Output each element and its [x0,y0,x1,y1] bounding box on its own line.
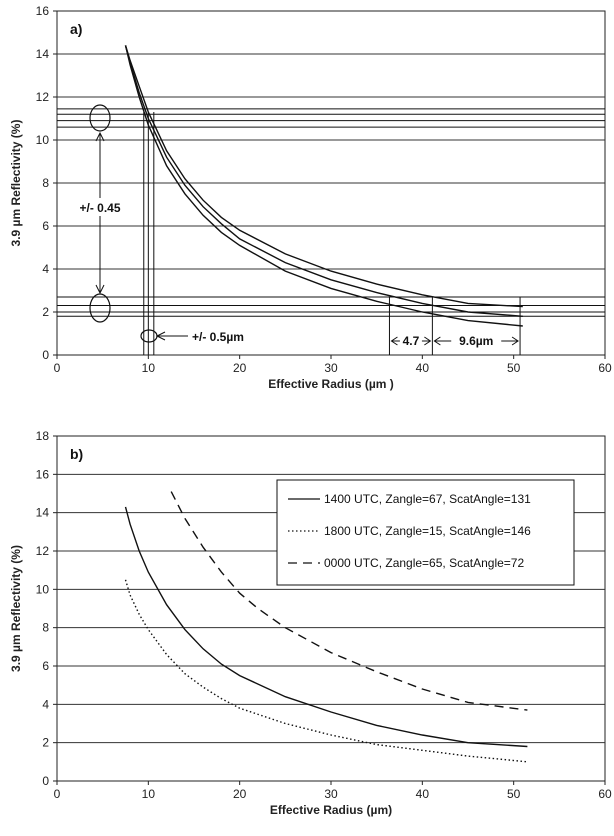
x-axis-title: Effective Radius (µm ) [268,377,394,391]
x-tick-label: 0 [54,787,61,801]
arrowhead-down [95,284,105,295]
legend-entry-3: 0000 UTC, Zangle=65, ScatAngle=72 [324,556,524,570]
x-tick-label: 20 [233,787,247,801]
y-tick-label: 6 [42,219,49,233]
annotation-label-bg [71,198,131,216]
x-tick-label: 50 [507,361,521,375]
annotation-label-bg [451,332,502,348]
series-line-3 [124,45,523,327]
y-tick-label: 4 [42,697,49,711]
arrowhead-left [433,336,441,346]
series-line-2 [124,45,523,308]
y-tick-label: 16 [36,4,50,18]
arrowhead-up [95,131,105,142]
x-axis-title: Effective Radius (µm) [270,803,392,817]
x-tick-label: 10 [142,361,156,375]
series-line-1 [124,45,523,317]
y-tick-label: 18 [36,429,50,443]
arrowhead-right [424,336,432,346]
x-tick-label: 10 [142,787,156,801]
x-tick-label: 20 [233,361,247,375]
y-tick-label: 0 [42,348,49,362]
y-tick-label: 4 [42,262,49,276]
panel-label: a) [70,21,82,37]
x-tick-label: 60 [598,361,612,375]
y-tick-label: 8 [42,621,49,635]
x-tick-label: 40 [416,787,430,801]
annotation-label-radius: +/- 0.5µm [192,330,244,344]
x-tick-label: 30 [324,361,338,375]
y-axis-title: 3.9 µm Reflectivity (%) [9,120,23,247]
y-tick-label: 10 [36,133,50,147]
annotation-label-reflectivity: +/- 0.45 [79,201,120,215]
series-line-3 [170,491,528,711]
y-tick-label: 6 [42,659,49,673]
y-tick-label: 10 [36,582,50,596]
legend-entry-1: 1400 UTC, Zangle=67, ScatAngle=131 [324,492,531,506]
series-line-2 [124,579,528,763]
y-tick-label: 14 [36,506,50,520]
arrowhead-right [511,336,519,346]
y-axis-title: 3.9 µm Reflectivity (%) [9,545,23,672]
x-tick-label: 30 [324,787,338,801]
x-tick-label: 0 [54,361,61,375]
arrowhead-left [390,336,398,346]
y-tick-label: 8 [42,176,49,190]
x-tick-label: 60 [598,787,612,801]
annotation-label-4-7: 4.7 [403,334,420,348]
y-tick-label: 12 [36,544,50,558]
series-line-1 [124,506,528,748]
y-tick-label: 2 [42,305,49,319]
y-tick-label: 2 [42,736,49,750]
legend-entry-2: 1800 UTC, Zangle=15, ScatAngle=146 [324,524,531,538]
y-tick-label: 0 [42,774,49,788]
annotation-label-bg [399,332,422,348]
panel-label: b) [70,446,83,462]
annotation-label-9-6: 9.6µm [459,334,493,348]
chart-panel-b: 0 2 4 6 8 10 12 14 16 18 0 10 20 30 40 50 60 Effective Ra… [9,429,612,817]
y-tick-label: 16 [36,467,50,481]
chart-panel-a: 0 2 4 6 8 10 12 14 16 0 10 20 30 40 50 60 Effective Radi… [9,4,612,391]
x-tick-label: 40 [416,361,430,375]
arrowhead-left [155,331,166,341]
y-tick-label: 12 [36,90,50,104]
x-tick-label: 50 [507,787,521,801]
y-tick-label: 14 [36,47,50,61]
annotation-ellipse-upper [89,104,111,132]
legend [276,479,575,586]
